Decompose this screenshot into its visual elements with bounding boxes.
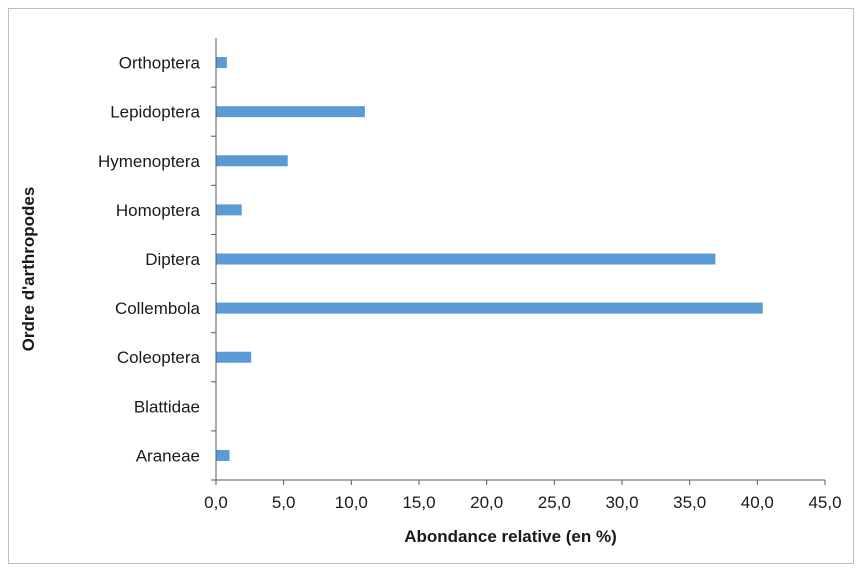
x-tick-label: 40,0 <box>741 493 774 512</box>
category-label-collembola: Collembola <box>115 299 201 318</box>
category-labels: Araneae Blattidae Coleoptera Collembola Dipt… <box>98 54 216 481</box>
category-label-homoptera: Homoptera <box>116 201 201 220</box>
x-axis-title: Abondance relative (en %) <box>404 527 617 546</box>
x-tick-label: 35,0 <box>673 493 706 512</box>
category-label-diptera: Diptera <box>145 250 200 269</box>
bar-coleoptera <box>216 351 252 363</box>
bar-collembola <box>216 302 763 314</box>
x-tick-label: 30,0 <box>605 493 638 512</box>
y-axis-title: Ordre d'arthropodes <box>19 187 38 352</box>
x-tick-label: 20,0 <box>470 493 503 512</box>
category-label-blattidae: Blattidae <box>134 397 200 416</box>
x-tick-label: 5,0 <box>272 493 296 512</box>
bar-hymenoptera <box>216 155 288 167</box>
x-tick-label: 45,0 <box>808 493 841 512</box>
chart-frame <box>8 8 854 564</box>
bars-group <box>216 57 763 461</box>
x-tick-label: 15,0 <box>402 493 435 512</box>
x-tick-label: 0,0 <box>204 493 228 512</box>
x-tick-labels: 0,0 5,0 10,0 15,0 20,0 25,0 30,0 35,0 40,0 45,0 <box>204 480 842 512</box>
x-tick-label: 10,0 <box>335 493 368 512</box>
bar-orthoptera <box>216 57 227 69</box>
bar-lepidoptera <box>216 106 365 118</box>
bar-diptera <box>216 253 716 265</box>
category-label-hymenoptera: Hymenoptera <box>98 152 201 171</box>
category-label-coleoptera: Coleoptera <box>117 348 201 367</box>
x-tick-label: 25,0 <box>538 493 571 512</box>
category-label-orthoptera: Orthoptera <box>119 54 201 73</box>
category-label-lepidoptera: Lepidoptera <box>110 103 200 122</box>
bar-araneae <box>216 449 230 461</box>
bar-homoptera <box>216 204 242 216</box>
category-label-araneae: Araneae <box>136 446 200 465</box>
